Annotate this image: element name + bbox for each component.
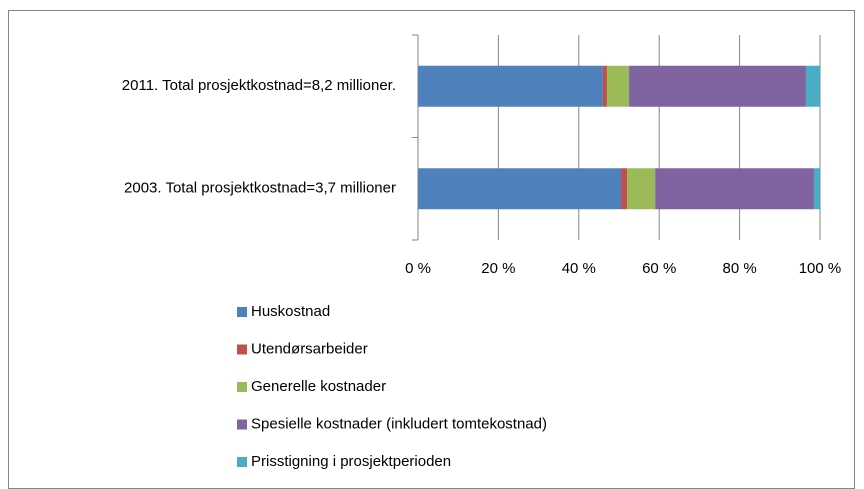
legend-label: Spesielle kostnader (inkludert tomtekost… [251,415,547,432]
bar-segment [606,65,630,107]
bar-segment [621,168,628,210]
legend-swatch [237,419,247,430]
x-tick-label: 0 % [405,260,431,277]
legend-label: Generelle kostnader [251,378,386,395]
x-tick-label: 40 % [562,260,596,277]
y-tick-label: 2011. Total prosjektkostnad=8,2 millione… [122,77,396,94]
bar-segment [627,168,656,210]
legend-label: Prisstigning i prosjektperioden [251,453,451,470]
x-tick-label: 60 % [642,260,676,277]
x-tick-label: 20 % [481,260,515,277]
legend-label: Utendørsarbeider [251,340,368,357]
legend-swatch [237,382,247,392]
legend-swatch [237,307,247,317]
bar-segment [418,168,622,210]
y-tick-label: 2003. Total prosjektkostnad=3,7 millione… [124,180,396,197]
bar-segment [655,168,814,210]
bar-segment [805,65,820,107]
x-tick-label: 80 % [722,260,756,277]
bar-segment [629,65,806,107]
legend-label: Huskostnad [251,303,330,320]
bar-segment [602,65,607,107]
x-tick-label: 100 % [799,260,842,277]
legend-swatch [237,344,247,355]
bar-segment [418,65,603,107]
bar-segment [813,168,820,210]
legend-swatch [237,457,247,467]
